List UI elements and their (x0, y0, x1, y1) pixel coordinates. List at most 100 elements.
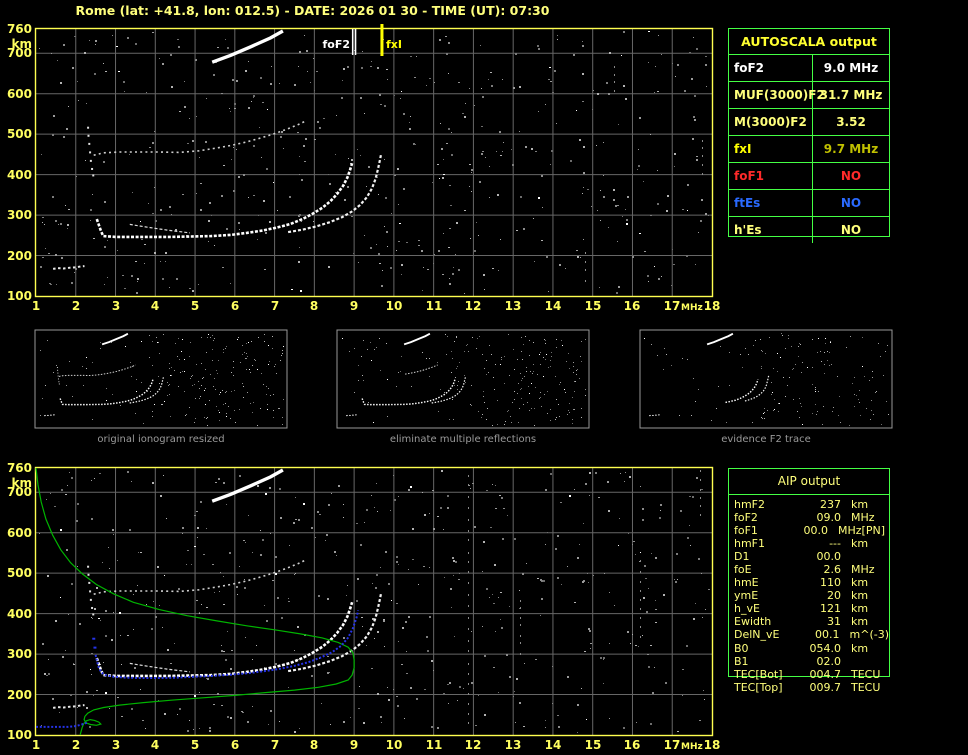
aip-row-fof1: foF1 00.0 MHz [PN] (729, 524, 889, 537)
x-tick-label: 7 (270, 299, 280, 313)
x-tick-label: 2 (71, 738, 81, 752)
aip-param-value: 00.0 (816, 550, 842, 564)
aip-row-b1: B1 02.0 (729, 655, 889, 668)
x-tick-label: 3 (111, 738, 121, 752)
aip-param-value: 004.7 (809, 667, 842, 681)
y-tick-label: 300 (6, 647, 32, 661)
aip-table: AIP output hmF2 237 km foF2 09.0 MHz foF1 00.0 MH… (728, 468, 890, 694)
x-tick-label: 9 (349, 299, 359, 313)
x-tick-label: 12 (464, 299, 482, 313)
x-tick-label: 13 (504, 299, 522, 313)
x-tick-label: 8 (309, 738, 319, 752)
x-tick-label: 17 (663, 299, 681, 313)
caption-evidence-f2: evidence F2 trace (721, 434, 811, 445)
aip-param-value: 00.1 (815, 628, 840, 642)
y-tick-label: 400 (6, 607, 32, 621)
aip-param-value: 009.7 (809, 680, 842, 694)
aip-param-label: foF2 (734, 511, 758, 525)
bottom-ionogram-traces (35, 467, 383, 736)
y-tick-label: 300 (6, 208, 32, 222)
x-tick-label: 10 (385, 299, 403, 313)
autoscala-param-value: 31.7 MHz (819, 88, 883, 102)
aip-param-unit: MHz (851, 563, 875, 577)
y-axis-unit-label: km (11, 37, 32, 51)
caption-original-ionogram: original ionogram resized (97, 434, 225, 445)
aip-param-value: 237 (820, 498, 841, 511)
x-tick-label: 15 (584, 299, 602, 313)
y-tick-label: 100 (6, 728, 32, 742)
x-tick-label: 5 (190, 738, 200, 752)
autoscala-table: AUTOSCALA output foF2 9.0 MHz MUF(3000)F2 31… (728, 28, 890, 243)
y-tick-label: 500 (6, 127, 32, 141)
aip-row-b0: B0 054.0 km (729, 642, 889, 655)
autoscala-param-label: MUF(3000)F2 (729, 82, 825, 108)
autoscala-param-value: 9.7 MHz (823, 142, 879, 156)
autoscala-param-label: foF1 (729, 163, 813, 189)
x-tick-label: 15 (584, 738, 602, 752)
x-tick-label: 6 (230, 299, 240, 313)
autoscala-header: AUTOSCALA output (729, 29, 889, 55)
aip-row-hmf1: hmF1 --- km (729, 537, 889, 550)
x-tick-label: 16 (623, 738, 641, 752)
aip-param-unit: km (851, 537, 869, 551)
x-tick-label: 11 (425, 299, 443, 313)
aip-param-unit: km (851, 615, 869, 629)
x-tick-label: 14 (544, 738, 562, 752)
x-axis-unit-label: MHz (681, 303, 703, 313)
aip-param-value: --- (829, 537, 841, 551)
plot-borders (34, 27, 714, 737)
autoscala-param-value: NO (840, 196, 862, 210)
aip-param-value: 054.0 (809, 641, 842, 655)
aip-param-unit (841, 550, 851, 563)
aip-param-label: foE (734, 563, 752, 577)
critical-frequency-markers (351, 24, 384, 56)
aip-param-label: TEC[Bot] (734, 667, 783, 681)
y-tick-label: 200 (6, 688, 32, 702)
aip-param-unit: MHz (851, 511, 875, 525)
x-tick-label: 4 (150, 299, 160, 313)
y-tick-label: 500 (6, 566, 32, 580)
aip-param-value: 121 (820, 602, 841, 616)
aip-param-unit: TECU (851, 667, 881, 681)
aip-param-label: hmF2 (734, 498, 766, 511)
aip-param-label: hmE (734, 576, 759, 590)
aip-row-yme: ymE 20 km (729, 589, 889, 602)
aip-param-unit: km (851, 641, 869, 655)
aip-param-label: ymE (734, 589, 759, 603)
x-tick-label: 17 (663, 738, 681, 752)
x-tick-label: 9 (349, 738, 359, 752)
aip-param-value: 09.0 (816, 511, 842, 525)
top-ionogram-traces (52, 29, 383, 270)
x-tick-label: 2 (71, 299, 81, 313)
aip-param-label: B1 (734, 654, 749, 668)
y-tick-label: 760 (6, 461, 32, 475)
bottom-ionogram-plot (36, 468, 712, 735)
autoscala-param-value: NO (840, 223, 862, 237)
autoscala-row-fxi: fxI 9.7 MHz (729, 136, 889, 163)
autoscala-param-value: NO (840, 169, 862, 183)
autoscala-param-label: foF2 (729, 55, 813, 81)
fxI-marker-label: fxI (386, 38, 402, 51)
autoscala-row-m-3000-f2: M(3000)F2 3.52 (729, 109, 889, 136)
panel-original-ionogram (35, 330, 287, 428)
aip-param-unit: TECU (851, 680, 881, 694)
aip-param-label: foF1 (734, 524, 758, 538)
aip-param-label: DelN_vE (734, 628, 780, 642)
aip-header: AIP output (729, 469, 889, 495)
autoscala-row-fof1: foF1 NO (729, 163, 889, 190)
y-tick-label: 200 (6, 249, 32, 263)
aip-param-value: 02.0 (816, 654, 842, 668)
autoscala-row-ftes: ftEs NO (729, 190, 889, 217)
y-tick-label: 600 (6, 87, 32, 101)
x-tick-label: 1 (31, 299, 41, 313)
aip-param-unit: km (851, 576, 869, 590)
x-tick-label: 7 (270, 738, 280, 752)
aip-param-value: 110 (820, 576, 841, 590)
y-tick-label: 600 (6, 526, 32, 540)
aip-row-hme: hmE 110 km (729, 576, 889, 589)
x-tick-label: 10 (385, 738, 403, 752)
page-title: Rome (lat: +41.8, lon: 012.5) - DATE: 20… (75, 3, 550, 18)
aip-param-label: h_vE (734, 602, 760, 616)
x-tick-label: 3 (111, 299, 121, 313)
